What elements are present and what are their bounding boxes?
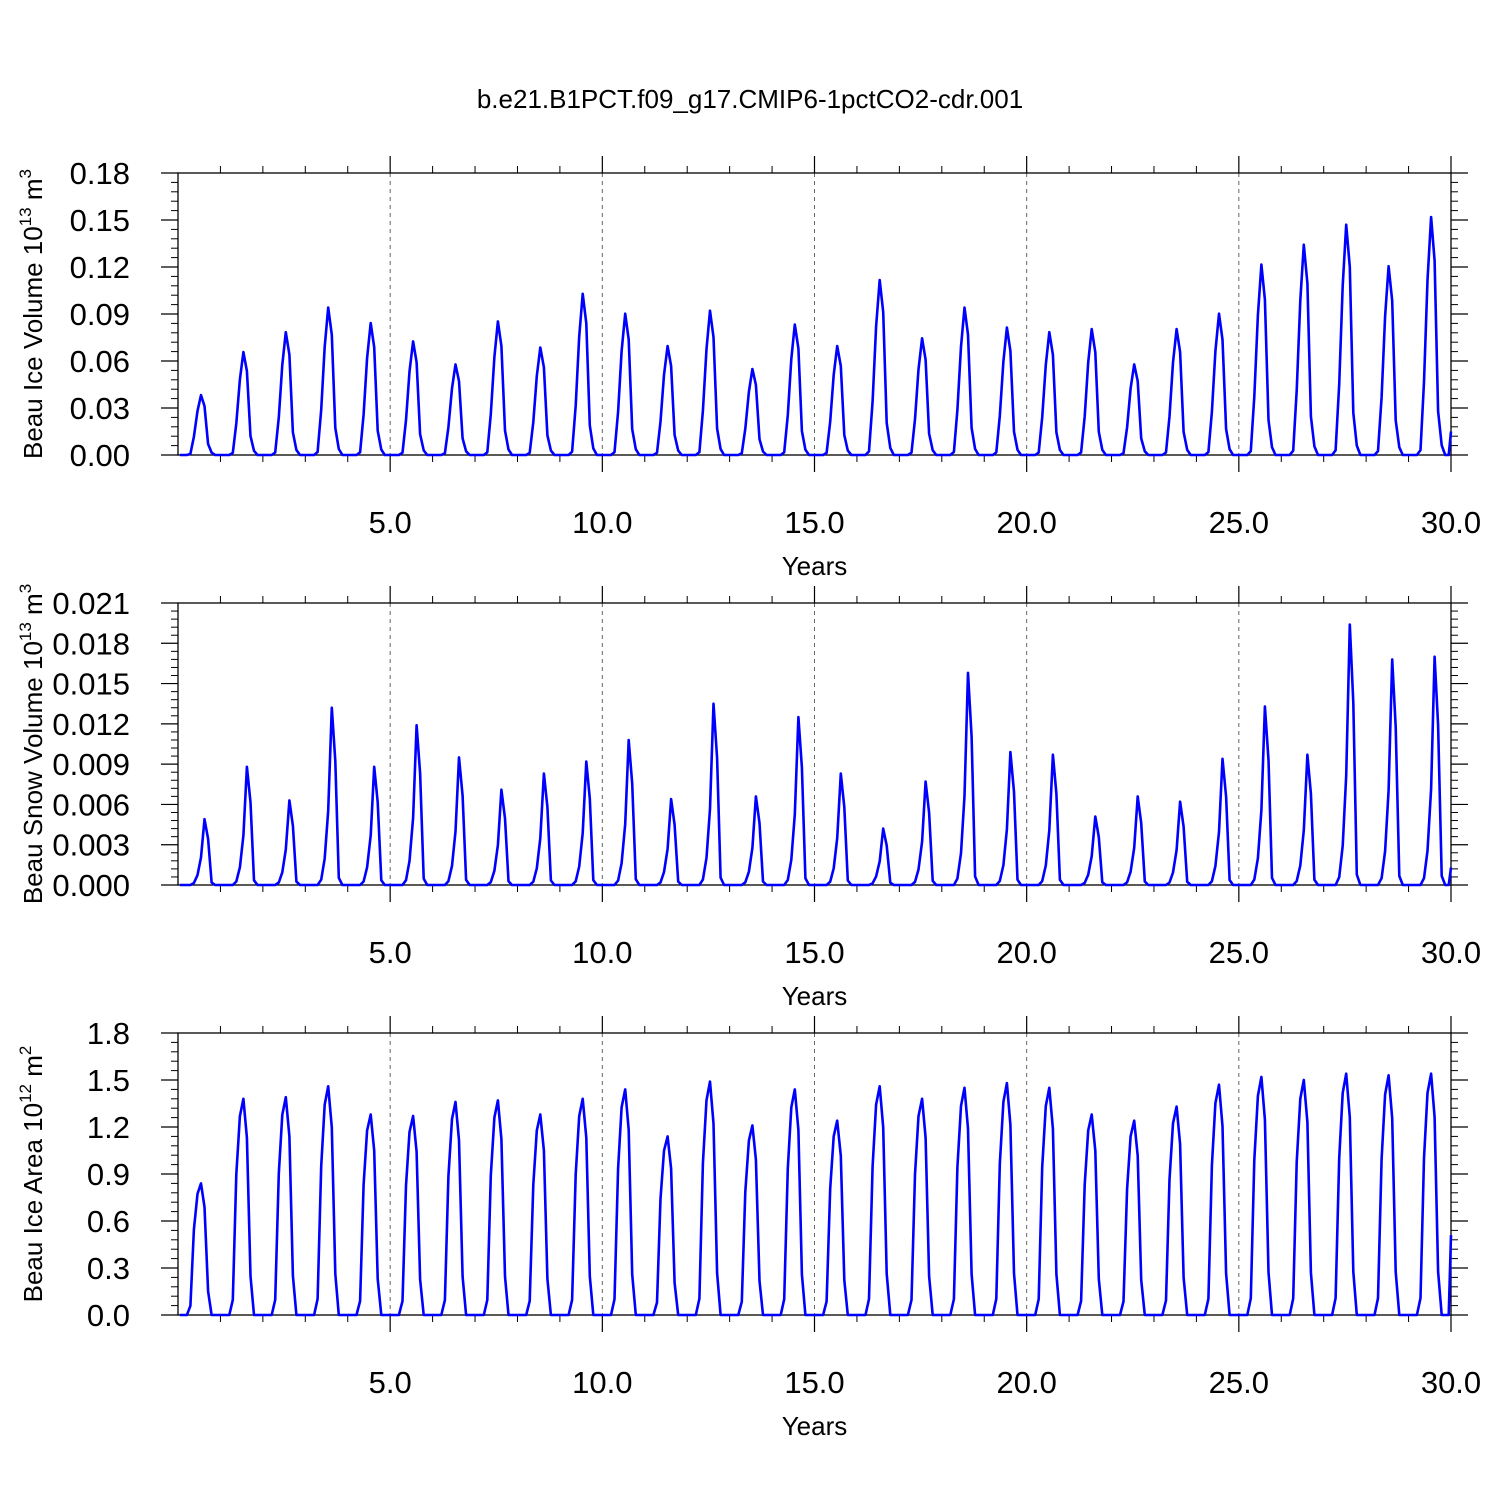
panel2-y-tick-label: 0.000 bbox=[52, 868, 130, 903]
panel1-y-tick-label: 0.09 bbox=[70, 297, 130, 332]
panel3-x-tick-label: 10.0 bbox=[572, 1365, 632, 1400]
panel1-y-tick-label: 0.00 bbox=[70, 438, 130, 473]
panel1-x-tick-label: 30.0 bbox=[1421, 505, 1481, 540]
panel3-series-line bbox=[179, 1072, 1453, 1317]
panel3-x-tick-label: 5.0 bbox=[369, 1365, 412, 1400]
panel1-y-tick-label: 0.12 bbox=[70, 250, 130, 285]
panel3-y-tick-label: 1.8 bbox=[87, 1016, 130, 1051]
panel2-y-tick-label: 0.021 bbox=[52, 586, 130, 621]
panel1-x-tick-label: 10.0 bbox=[572, 505, 632, 540]
panel3-x-tick-label: 20.0 bbox=[996, 1365, 1056, 1400]
panel3-x-tick-label: 30.0 bbox=[1421, 1365, 1481, 1400]
panel2-y-axis-label: Beau Snow Volume 1013 m3 bbox=[16, 584, 48, 904]
panel2-y-tick-label: 0.009 bbox=[52, 747, 130, 782]
panel1-x-axis-label: Years bbox=[782, 551, 848, 581]
panel3-x-tick-label: 15.0 bbox=[784, 1365, 844, 1400]
panel2-x-tick-label: 10.0 bbox=[572, 935, 632, 970]
panel3-y-tick-label: 0.3 bbox=[87, 1251, 130, 1286]
figure-title: b.e21.B1PCT.f09_g17.CMIP6-1pctCO2-cdr.00… bbox=[476, 84, 1024, 114]
panel3-x-axis-label: Years bbox=[782, 1411, 848, 1441]
panel3-y-tick-label: 1.5 bbox=[87, 1063, 130, 1098]
panel2-y-tick-label: 0.012 bbox=[52, 707, 130, 742]
panel1-x-tick-label: 25.0 bbox=[1209, 505, 1269, 540]
panel1-x-tick-label: 20.0 bbox=[996, 505, 1056, 540]
panel3-y-tick-label: 0.6 bbox=[87, 1204, 130, 1239]
panel2-x-axis-label: Years bbox=[782, 981, 848, 1011]
panel3-y-tick-label: 0.0 bbox=[87, 1298, 130, 1333]
panel2-x-tick-label: 15.0 bbox=[784, 935, 844, 970]
panel1-y-tick-label: 0.03 bbox=[70, 391, 130, 426]
panel1-x-tick-label: 15.0 bbox=[784, 505, 844, 540]
panel2-y-tick-label: 0.003 bbox=[52, 828, 130, 863]
panel3-y-axis-label: Beau Ice Area 1012 m2 bbox=[16, 1046, 48, 1303]
panel1-y-tick-label: 0.06 bbox=[70, 344, 130, 379]
panel1-y-tick-label: 0.18 bbox=[70, 156, 130, 191]
panel2-series-line bbox=[179, 623, 1453, 887]
panel2-x-tick-label: 30.0 bbox=[1421, 935, 1481, 970]
panel2-y-tick-label: 0.006 bbox=[52, 787, 130, 822]
panel2-x-tick-label: 25.0 bbox=[1209, 935, 1269, 970]
panel3-y-tick-label: 0.9 bbox=[87, 1157, 130, 1192]
panel1-series-line bbox=[179, 215, 1453, 457]
panel1-x-tick-label: 5.0 bbox=[369, 505, 412, 540]
panel2-x-tick-label: 20.0 bbox=[996, 935, 1056, 970]
panel2-x-tick-label: 5.0 bbox=[369, 935, 412, 970]
panel3-y-tick-label: 1.2 bbox=[87, 1110, 130, 1145]
panel3-x-tick-label: 25.0 bbox=[1209, 1365, 1269, 1400]
panel1-y-tick-label: 0.15 bbox=[70, 203, 130, 238]
panel2-y-tick-label: 0.018 bbox=[52, 626, 130, 661]
panel2-y-tick-label: 0.015 bbox=[52, 667, 130, 702]
panel1-y-axis-label: Beau Ice Volume 1013 m3 bbox=[16, 169, 48, 459]
